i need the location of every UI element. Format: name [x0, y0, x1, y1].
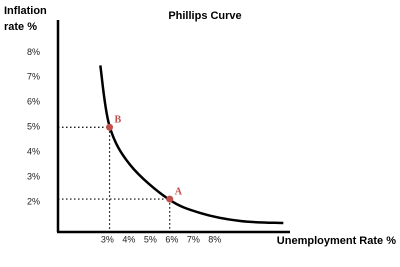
x-tick-label: 3% [101, 234, 114, 244]
y-tick-label: 7% [27, 72, 40, 82]
x-tick-label: 6% [165, 234, 178, 244]
x-tick-label: 7% [187, 234, 200, 244]
y-axis-label: Inflation [4, 5, 47, 17]
curve [99, 65, 284, 225]
chart-title: Phillips Curve [168, 10, 241, 22]
y-tick-label: 2% [27, 196, 40, 206]
y-tick-label: 4% [27, 147, 40, 157]
x-tick-label: 5% [144, 234, 157, 244]
y-axis-label: rate % [4, 21, 37, 33]
point-label: B [115, 115, 122, 126]
x-tick-label: 8% [208, 234, 221, 244]
y-tick-label: 6% [27, 97, 40, 107]
x-axis-label: Unemployment Rate % [277, 235, 396, 247]
point [166, 195, 174, 203]
point-label: A [175, 186, 183, 197]
y-tick-label: 8% [27, 47, 40, 57]
x-tick-label: 4% [122, 234, 135, 244]
y-tick-label: 5% [27, 122, 40, 132]
point [106, 123, 114, 131]
y-tick-label: 3% [27, 172, 40, 182]
